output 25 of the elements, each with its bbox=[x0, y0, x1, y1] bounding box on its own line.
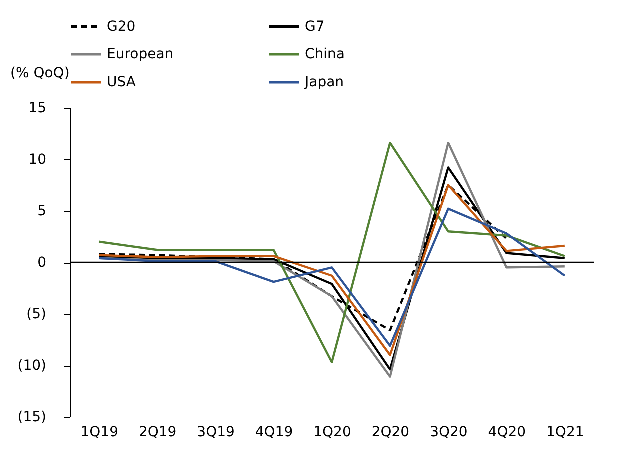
legend-label: China bbox=[305, 46, 345, 62]
legend-label: Japan bbox=[304, 74, 344, 90]
line-series bbox=[98, 208, 566, 348]
y-tick-label: 5 bbox=[38, 204, 46, 220]
y-tick-label: (10) bbox=[18, 358, 46, 374]
x-tick-label: 1Q21 bbox=[546, 424, 584, 440]
legend-label: European bbox=[107, 46, 174, 62]
x-tick-label: 1Q20 bbox=[314, 424, 352, 440]
legend-label: G7 bbox=[305, 18, 325, 35]
x-tick-label: 2Q19 bbox=[138, 424, 177, 440]
y-tick-label: 10 bbox=[28, 152, 46, 168]
x-tick-label: 3Q20 bbox=[430, 424, 468, 440]
y-tick-label: 0 bbox=[38, 255, 46, 271]
x-tick-label: 4Q20 bbox=[488, 424, 526, 440]
line-series bbox=[98, 184, 566, 356]
x-tick-label: 4Q19 bbox=[255, 424, 294, 440]
x-tick-label: 3Q19 bbox=[197, 424, 235, 440]
x-tick-label: 2Q20 bbox=[372, 424, 410, 440]
y-axis-title: (% QoQ) bbox=[10, 66, 70, 82]
y-tick-label: (15) bbox=[18, 410, 46, 426]
x-tick-label: 1Q19 bbox=[80, 424, 118, 440]
legend-label: G20 bbox=[107, 18, 136, 35]
legend-label: USA bbox=[107, 74, 136, 90]
y-tick-label: 15 bbox=[28, 100, 46, 116]
y-tick-label: (5) bbox=[26, 306, 46, 322]
